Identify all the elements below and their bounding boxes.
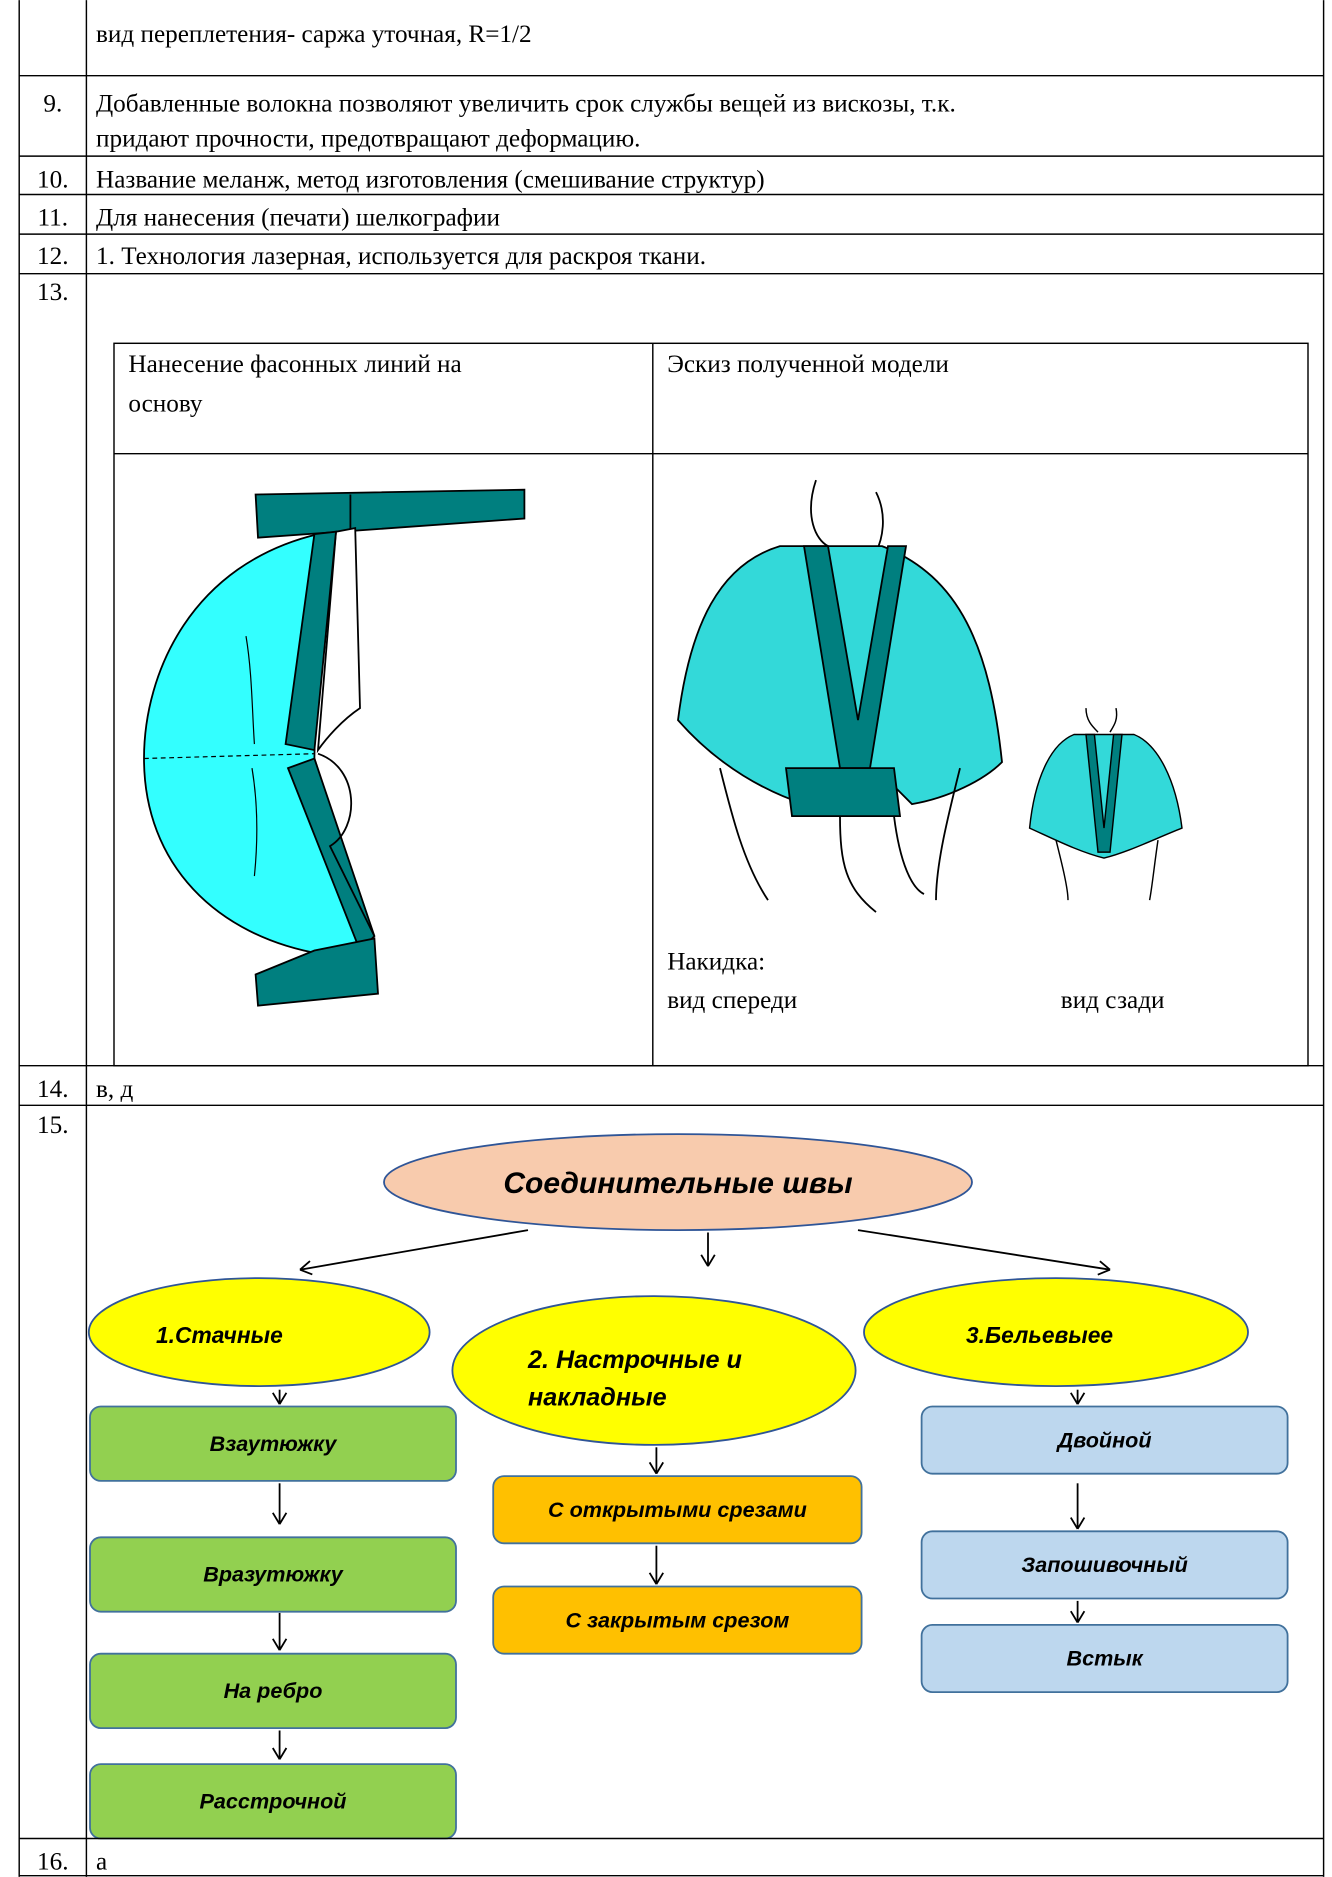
row-number: 10. [37, 166, 68, 193]
pattern-drawing [143, 488, 526, 1007]
arrow-head [272, 1512, 288, 1525]
group-node [451, 1295, 857, 1446]
item-label: На ребро [224, 1678, 323, 1703]
item-label: Взаутюжку [210, 1431, 338, 1456]
group-label: 1.Стачные [156, 1322, 283, 1348]
item-box [89, 1536, 457, 1613]
row-number: 14. [37, 1076, 68, 1103]
row-number: 11. [38, 205, 69, 232]
arrow [857, 1229, 1111, 1271]
seams-diagram: Соединительные швы 1.Стачные Взаутюжку Вра… [87, 1133, 1289, 1840]
item-label: Вразутюжку [203, 1562, 343, 1587]
item-label: Расстрочной [200, 1789, 347, 1814]
sketch-back [1028, 707, 1183, 901]
table-grid [18, 0, 1325, 1877]
row-text: Добавленные волокна позволяют увеличить … [96, 91, 956, 118]
arrow-head [700, 1254, 716, 1267]
group-label: 3.Бельевыее [966, 1322, 1113, 1348]
arrow-head [272, 1747, 288, 1760]
root-node [383, 1133, 973, 1232]
header-text: основу [128, 391, 203, 418]
item-box [89, 1405, 457, 1482]
arrow-head [1070, 1610, 1086, 1623]
group-label: 2. Настрочные и [527, 1346, 742, 1374]
item-box [920, 1530, 1289, 1600]
item-box [89, 1652, 457, 1729]
row-text: в, д [96, 1076, 133, 1103]
model-table: Нанесение фасонных линий на основу Эскиз… [113, 342, 1309, 1067]
item-box [920, 1624, 1289, 1693]
caption: вид спереди [667, 987, 797, 1014]
arrow-head [299, 1260, 313, 1276]
sketch-front [677, 479, 1003, 913]
row-text: а [96, 1849, 107, 1876]
arrow-head [648, 1461, 664, 1475]
header-text: Нанесение фасонных линий на [128, 351, 461, 378]
item-box [492, 1585, 863, 1655]
row-text: 1. Технология лазерная, используется для… [96, 243, 706, 270]
row-text: придают прочности, предотвращают деформа… [96, 126, 640, 153]
arrow-head [272, 1392, 288, 1405]
row-text: вид переплетения- саржа уточная, R=1/2 [96, 21, 532, 48]
caption: Накидка: [667, 949, 765, 976]
item-label: Запошивочный [1021, 1552, 1188, 1577]
item-box [920, 1405, 1289, 1475]
root-label: Соединительные швы [503, 1167, 853, 1200]
row-number: 12. [37, 243, 68, 270]
row-number: 16. [37, 1849, 68, 1876]
arrow-head [1097, 1260, 1111, 1276]
arrow-head [272, 1638, 288, 1651]
group-node [87, 1277, 431, 1388]
item-label: С открытыми срезами [548, 1497, 807, 1522]
arrow-head [1070, 1517, 1086, 1530]
header-text: Эскиз полученной модели [667, 351, 949, 378]
row-number: 13. [37, 279, 68, 306]
group-node [863, 1277, 1249, 1388]
row-text: Для нанесения (печати) шелкографии [96, 205, 500, 232]
item-label: Двойной [1056, 1427, 1152, 1452]
item-label: Встык [1066, 1646, 1143, 1671]
caption: вид сзади [1061, 987, 1165, 1014]
arrow-head [648, 1572, 664, 1585]
item-box [492, 1475, 863, 1545]
row-number: 9. [43, 91, 62, 118]
arrow-head [1070, 1392, 1086, 1405]
row-number: 15. [37, 1112, 68, 1139]
arrow [299, 1229, 529, 1271]
row-text: Название меланж, метод изготовления (сме… [96, 166, 765, 193]
group-label: накладные [528, 1383, 667, 1411]
item-label: С закрытым срезом [565, 1607, 789, 1632]
